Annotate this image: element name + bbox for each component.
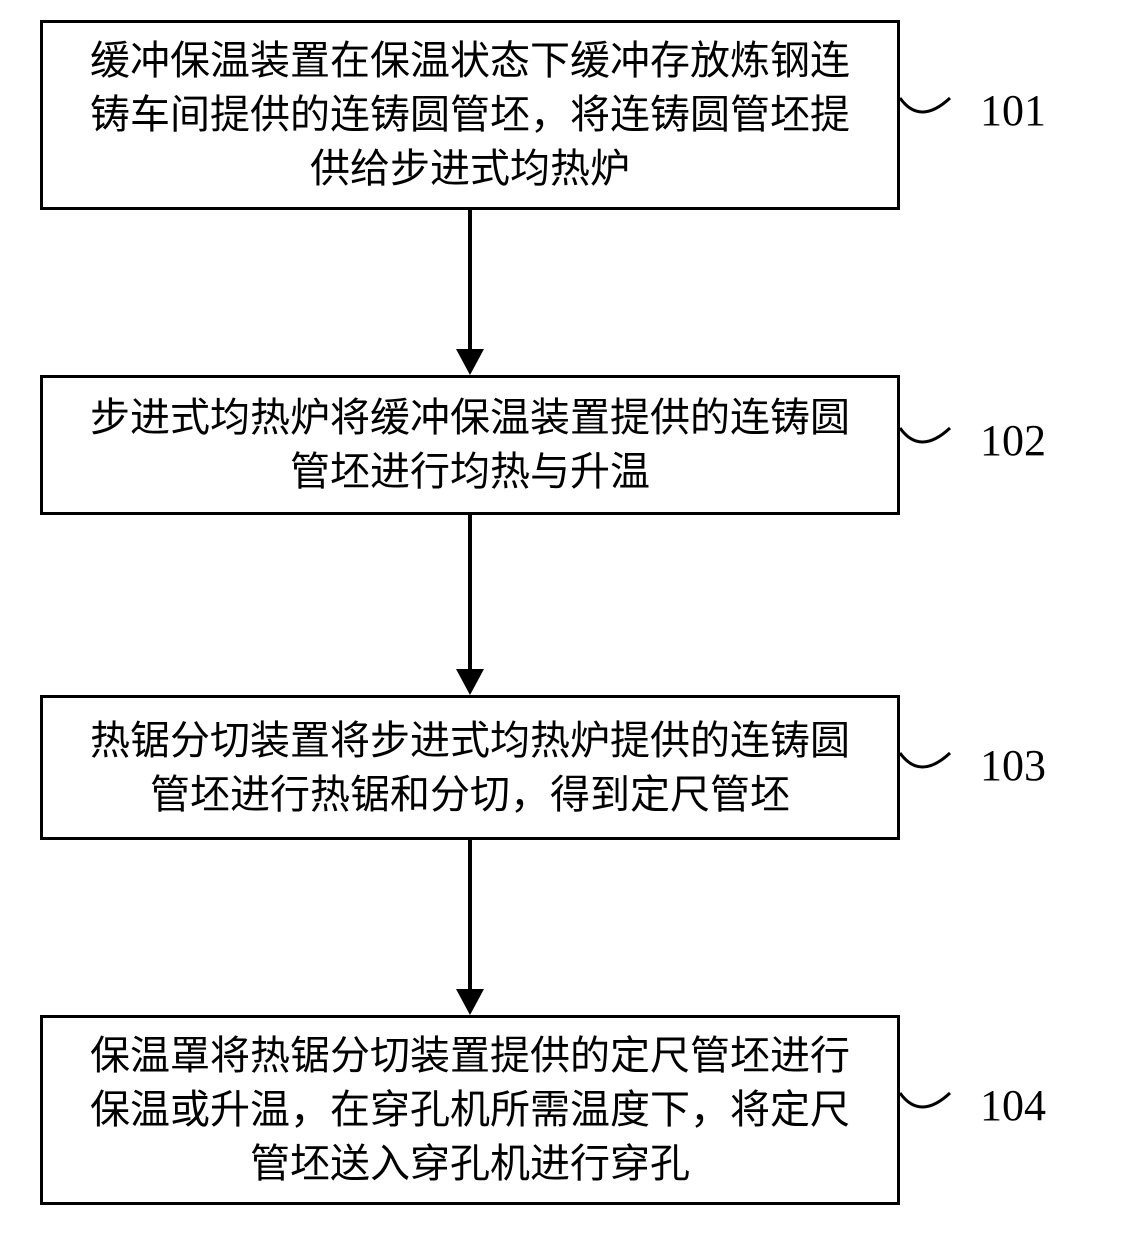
step-box-101: 缓冲保温装置在保温状态下缓冲存放炼钢连铸车间提供的连铸圆管坯，将连铸圆管坯提供给… bbox=[40, 20, 900, 210]
label-leader-102 bbox=[900, 420, 960, 460]
arrow-line bbox=[468, 840, 472, 989]
step-label-101: 101 bbox=[980, 85, 1046, 136]
step-box-102: 步进式均热炉将缓冲保温装置提供的连铸圆管坯进行均热与升温 bbox=[40, 375, 900, 515]
flowchart-canvas: 缓冲保温装置在保温状态下缓冲存放炼钢连铸车间提供的连铸圆管坯，将连铸圆管坯提供给… bbox=[0, 0, 1126, 1250]
step-text: 步进式均热炉将缓冲保温装置提供的连铸圆管坯进行均热与升温 bbox=[73, 391, 867, 499]
arrow-head-icon bbox=[456, 989, 484, 1015]
label-leader-101 bbox=[900, 90, 960, 130]
step-text: 热锯分切装置将步进式均热炉提供的连铸圆管坯进行热锯和分切，得到定尺管坯 bbox=[73, 714, 867, 822]
step-box-103: 热锯分切装置将步进式均热炉提供的连铸圆管坯进行热锯和分切，得到定尺管坯 bbox=[40, 695, 900, 840]
step-text: 保温罩将热锯分切装置提供的定尺管坯进行保温或升温，在穿孔机所需温度下，将定尺管坯… bbox=[73, 1029, 867, 1191]
arrow-line bbox=[468, 210, 472, 349]
label-leader-104 bbox=[900, 1085, 960, 1125]
arrow-line bbox=[468, 515, 472, 669]
step-label-103: 103 bbox=[980, 740, 1046, 791]
label-leader-103 bbox=[900, 745, 960, 785]
arrow-head-icon bbox=[456, 669, 484, 695]
step-box-104: 保温罩将热锯分切装置提供的定尺管坯进行保温或升温，在穿孔机所需温度下，将定尺管坯… bbox=[40, 1015, 900, 1205]
step-label-102: 102 bbox=[980, 415, 1046, 466]
step-text: 缓冲保温装置在保温状态下缓冲存放炼钢连铸车间提供的连铸圆管坯，将连铸圆管坯提供给… bbox=[73, 34, 867, 196]
arrow-head-icon bbox=[456, 349, 484, 375]
step-label-104: 104 bbox=[980, 1080, 1046, 1131]
